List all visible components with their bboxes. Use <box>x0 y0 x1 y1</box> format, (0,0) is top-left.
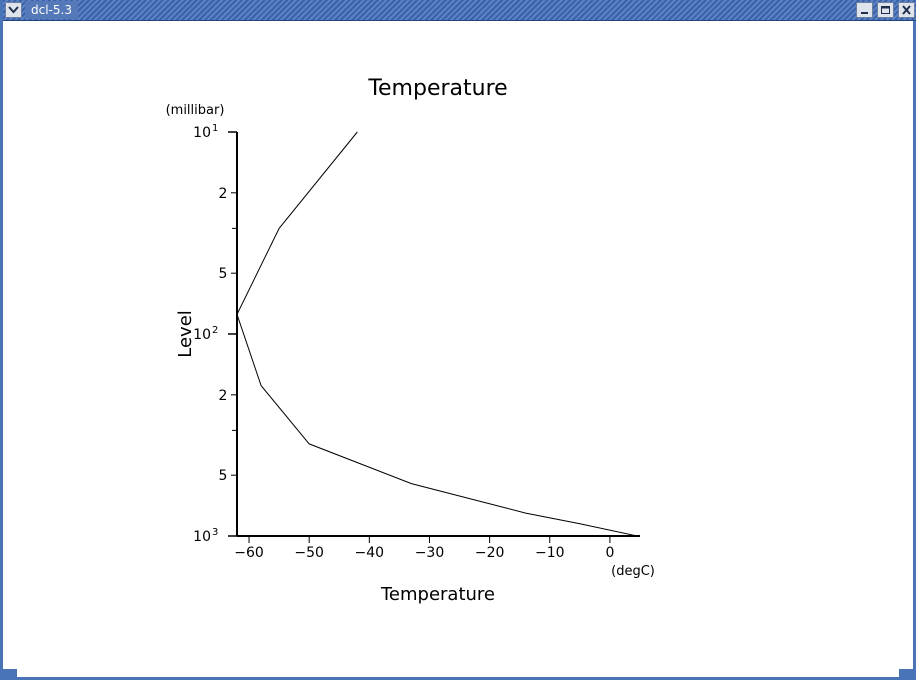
minimize-button[interactable] <box>856 2 873 18</box>
y-axis-unit: (millibar) <box>166 103 225 118</box>
window-corner-right[interactable] <box>899 669 913 677</box>
minimize-icon <box>861 12 868 14</box>
x-tick-label: −10 <box>535 545 565 561</box>
maximize-button[interactable] <box>877 2 894 18</box>
x-tick-label: −30 <box>415 545 445 561</box>
y-tick-exponent: 3 <box>212 527 218 538</box>
series-line-0 <box>236 131 638 537</box>
close-button[interactable] <box>898 2 915 18</box>
x-tick-label: −40 <box>355 545 385 561</box>
y-minor-tick-label: 2 <box>219 388 228 404</box>
close-icon <box>902 5 911 15</box>
y-tick-label: 10 <box>193 125 211 141</box>
chevron-down-icon <box>8 6 19 14</box>
x-tick-label: −20 <box>475 545 505 561</box>
y-tick-label: 10 <box>193 529 211 545</box>
chart: Temperature (millibar) Level (degC) Temp… <box>166 76 655 605</box>
x-tick-label: −50 <box>294 545 324 561</box>
y-minor-tick-label: 5 <box>219 266 228 282</box>
y-tick-label: 10 <box>193 327 211 343</box>
y-tick-exponent: 1 <box>212 123 218 134</box>
window-title: dcl-5.3 <box>25 1 78 19</box>
window-corner-left[interactable] <box>3 669 17 677</box>
x-tick-label: 0 <box>605 545 614 561</box>
y-minor-tick-label: 2 <box>219 186 228 202</box>
y-tick-exponent: 2 <box>212 325 218 336</box>
chart-title: Temperature <box>367 76 507 101</box>
window-menu-button[interactable] <box>5 2 22 18</box>
maximize-icon <box>881 6 890 14</box>
y-axis-label: Level <box>175 310 196 358</box>
series-group <box>236 131 638 537</box>
x-tick-label: −60 <box>234 545 264 561</box>
y-minor-tick-label: 5 <box>219 468 228 484</box>
title-bar[interactable]: dcl-5.3 <box>3 0 916 21</box>
x-axis-unit: (degC) <box>611 564 655 579</box>
x-axis-label: Temperature <box>380 584 495 605</box>
